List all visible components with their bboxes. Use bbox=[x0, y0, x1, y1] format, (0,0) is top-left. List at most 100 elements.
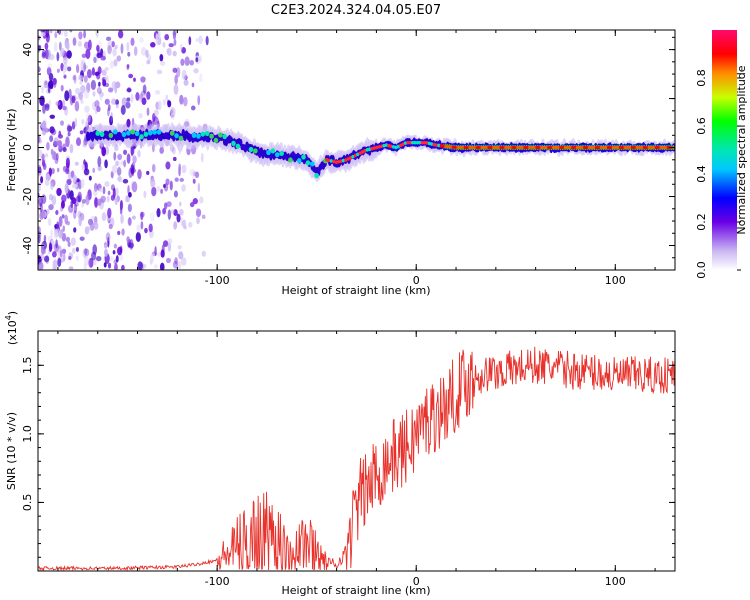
spectrogram-bright-point bbox=[209, 133, 214, 139]
spectrogram-noise-point bbox=[66, 50, 72, 59]
spectrogram-peak-point bbox=[532, 145, 537, 150]
spectrogram-noise-point bbox=[143, 190, 147, 199]
spectrogram-noise-point bbox=[140, 47, 147, 56]
spectrogram-noise-point bbox=[113, 243, 118, 249]
spectrogram-bright-point bbox=[134, 130, 140, 137]
spectrogram-noise-point bbox=[97, 156, 102, 167]
spectrogram-noise-point bbox=[162, 184, 166, 189]
spectrogram-noise-point bbox=[38, 135, 41, 143]
spectrogram-noise-point bbox=[156, 69, 163, 75]
spectrogram-noise-point bbox=[176, 213, 181, 223]
spectrogram-noise-point bbox=[153, 116, 159, 126]
spectrogram-peak-point bbox=[585, 145, 589, 150]
spectrogram-noise-point bbox=[91, 251, 97, 261]
spectrogram-noise-point bbox=[48, 242, 53, 252]
spectrogram-noise-point bbox=[61, 248, 67, 254]
spectrogram-noise-point bbox=[162, 207, 167, 215]
spectrogram-noise-point bbox=[67, 204, 74, 213]
spectrogram-noise-point bbox=[43, 234, 47, 243]
spectrogram-peak-point bbox=[561, 145, 565, 150]
spectrogram-noise-point bbox=[138, 112, 143, 119]
spectrogram-peak-point bbox=[580, 145, 584, 150]
spectrogram-noise-point bbox=[62, 225, 65, 232]
spectrogram-peak-point bbox=[339, 159, 343, 163]
spectrogram-noise-point bbox=[93, 188, 98, 197]
spectrogram-noise-point bbox=[47, 82, 51, 94]
spectrogram-noise-point bbox=[49, 114, 56, 119]
colorbar-tick-label: 0.4 bbox=[695, 165, 708, 183]
spectrogram-peak-point bbox=[420, 140, 424, 145]
spectrogram-peak-point bbox=[511, 145, 515, 150]
spectrogram-noise-point bbox=[188, 36, 192, 46]
spectrogram-noise-point bbox=[174, 74, 178, 85]
spectrogram-noise-point bbox=[198, 35, 203, 44]
spectrogram-noise-point bbox=[127, 203, 132, 213]
spectrogram-xlabel: Height of straight line (km) bbox=[281, 284, 430, 297]
spectrogram-bright-point bbox=[95, 130, 101, 136]
spectrogram-peak-point bbox=[465, 145, 470, 150]
spectrogram-noise-point bbox=[79, 130, 84, 135]
spectrogram-noise-point bbox=[156, 207, 161, 218]
spectrogram-noise-point bbox=[75, 64, 80, 74]
spectrogram-peak-point bbox=[520, 145, 525, 150]
spectrogram-noise-point bbox=[125, 195, 129, 203]
spectrogram-noise-point bbox=[122, 178, 129, 184]
spectrogram-noise-point bbox=[60, 84, 64, 92]
spectrogram-noise-point bbox=[38, 164, 41, 172]
spectrogram-noise-point bbox=[174, 177, 179, 182]
spectrogram-noise-point bbox=[71, 183, 78, 189]
colorbar-ticks: 0.0 0.2 0.4 0.6 0.8 bbox=[695, 69, 741, 279]
spectrogram-noise-point bbox=[146, 59, 151, 65]
spectrogram-peak-point bbox=[621, 145, 625, 150]
spectrogram-noise-point bbox=[44, 153, 49, 158]
spectrogram-noise-point bbox=[196, 217, 200, 225]
spectrogram-peak-point bbox=[547, 145, 551, 150]
spectrogram-noise-point bbox=[69, 190, 74, 201]
spectrogram-noise-point bbox=[172, 50, 177, 57]
spectrogram-noise-point bbox=[79, 91, 84, 101]
spectrogram-noise-point bbox=[115, 187, 119, 197]
spectrogram-noise-point bbox=[60, 47, 65, 57]
spectrogram-noise-point bbox=[38, 231, 42, 239]
spectrogram-noise-point bbox=[50, 81, 54, 90]
spectrogram-noise-point bbox=[72, 37, 77, 46]
spectrogram-bright-point bbox=[274, 152, 280, 158]
spectrogram-noise-point bbox=[57, 257, 62, 267]
spectrogram-noise-point bbox=[126, 88, 132, 93]
spectrogram-noise-point bbox=[140, 221, 144, 230]
spectrogram-noise-point bbox=[57, 248, 61, 259]
spectrogram-noise-point bbox=[47, 63, 52, 69]
spectrogram-noise-point bbox=[126, 118, 131, 128]
spectrogram-noise-point bbox=[91, 101, 96, 111]
spectrogram-noise-point bbox=[178, 251, 184, 260]
spectrogram-noise-point bbox=[123, 159, 127, 168]
spectrogram-peak-point bbox=[623, 145, 627, 150]
spectrogram-noise-point bbox=[74, 117, 77, 128]
spectrogram-noise-point bbox=[75, 195, 81, 203]
spectrogram-peak-point bbox=[468, 145, 472, 150]
spectrogram-noise-point bbox=[174, 257, 178, 265]
spectrogram-noise-point bbox=[97, 165, 102, 172]
spectrogram-noise-point bbox=[45, 173, 51, 181]
spectrogram-noise-point bbox=[183, 79, 189, 86]
spectrogram-noise-point bbox=[130, 145, 134, 157]
spectrogram-noise-point bbox=[130, 164, 135, 175]
spectrogram-noise-point bbox=[62, 105, 67, 111]
spectrogram-noise-point bbox=[128, 191, 132, 198]
spectrogram-peak-point bbox=[551, 145, 556, 150]
spectrogram-noise-point bbox=[55, 239, 58, 249]
spectrogram-noise-point bbox=[195, 57, 199, 63]
spectrogram-peak-point bbox=[341, 158, 345, 163]
spectrogram-peak-point bbox=[508, 145, 513, 150]
spectrogram-bright-point bbox=[288, 157, 293, 163]
spectrogram-peak-point bbox=[556, 145, 560, 150]
spectrogram-noise-point bbox=[107, 45, 112, 55]
spectrogram-peak-point bbox=[444, 144, 448, 149]
spectrogram-peak-point bbox=[604, 145, 608, 150]
snr-panel: -100 0 100 0.5 1.0 1.5 Height of straight lin… bbox=[4, 311, 676, 597]
spectrogram-peak-point bbox=[461, 145, 465, 150]
spectrogram-noise-point bbox=[94, 100, 100, 108]
spectrogram-ticks: -100 0 100 -40 -20 0 20 40 bbox=[21, 30, 675, 287]
spectrogram-noise-point bbox=[149, 253, 155, 263]
spectrogram-peak-point bbox=[325, 157, 329, 162]
